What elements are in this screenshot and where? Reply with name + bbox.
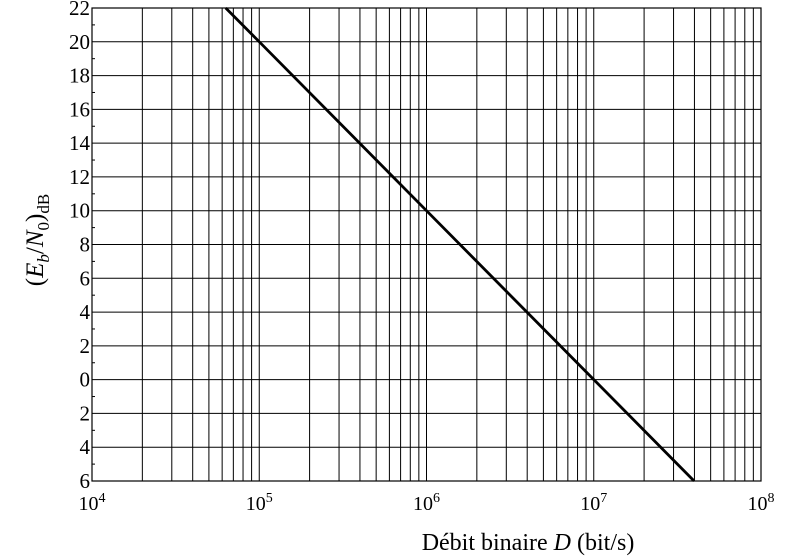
plot-frame: [91, 7, 762, 482]
y-tick-label: 22: [69, 0, 90, 20]
y-tick-label: 2: [80, 401, 91, 425]
y-tick-label: 8: [80, 233, 91, 257]
y-tick-label: 4: [80, 435, 91, 459]
y-tick-label: 18: [69, 64, 90, 88]
x-tick-label: 108: [748, 491, 775, 515]
y-tick-label: 0: [80, 368, 91, 392]
y-tick-label: 16: [69, 97, 90, 121]
y-tick-label: 2: [80, 334, 91, 358]
x-axis-title: Débit binaire D (bit/s): [422, 530, 635, 556]
y-tick-label: 14: [69, 131, 91, 155]
x-tick-labels: 104 105 106 107 108: [79, 491, 775, 515]
y-tick-label: 10: [69, 199, 90, 223]
grid: [92, 7, 761, 482]
x-tick-label: 107: [580, 491, 607, 515]
series-line: [224, 7, 696, 482]
series: [224, 7, 696, 482]
y-tick-label: 20: [69, 30, 90, 54]
x-tick-label: 104: [79, 491, 106, 515]
x-tick-label: 106: [413, 491, 440, 515]
x-tick-label: 105: [246, 491, 273, 515]
y-tick-label: 4: [80, 300, 91, 324]
y-tick-label: 12: [69, 165, 90, 189]
y-tick-label: 6: [80, 266, 91, 290]
y-axis-title: (Eb/N0)dB: [22, 194, 53, 286]
ticks: [92, 24, 95, 465]
y-tick-label: 6: [80, 469, 91, 493]
